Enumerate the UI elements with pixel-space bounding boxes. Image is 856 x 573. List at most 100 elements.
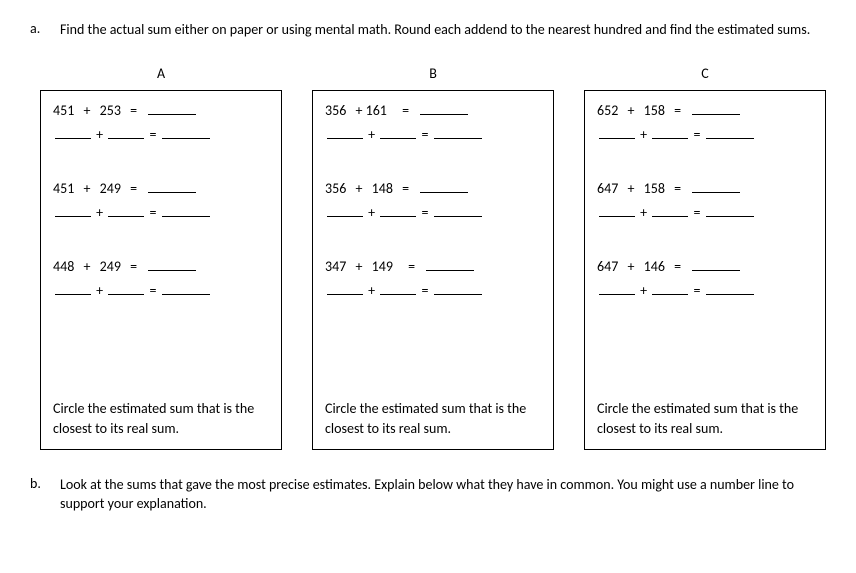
rounded-blank[interactable]: [55, 125, 91, 139]
actual-equation: 356 + 148 =: [325, 179, 541, 197]
rounded-blank[interactable]: [380, 203, 416, 217]
estimate-equation: + =: [325, 203, 541, 221]
column-b-label: B: [312, 65, 554, 82]
estimate-equation: + =: [325, 281, 541, 299]
problem: 652 + 158 = + =: [597, 101, 813, 149]
answer-blank[interactable]: [148, 257, 196, 271]
answer-blank[interactable]: [692, 179, 740, 193]
instruction-a-text: Find the actual sum either on paper or u…: [60, 20, 810, 40]
estimate-equation: + =: [53, 203, 269, 221]
rounded-blank[interactable]: [108, 203, 144, 217]
column-b-box: 356 + 161 = + = 356 + 148: [312, 90, 554, 450]
addend1: 652: [597, 102, 618, 119]
rounded-blank[interactable]: [55, 203, 91, 217]
addend2: 253: [100, 102, 121, 119]
actual-equation: 451 + 249 =: [53, 179, 269, 197]
problem: 451 + 253 = + =: [53, 101, 269, 149]
problem: 451 + 249 = + =: [53, 179, 269, 227]
column-c-box: 652 + 158 = + = 647 + 158: [584, 90, 826, 450]
rounded-blank[interactable]: [380, 281, 416, 295]
column-b: B 356 + 161 = + =: [312, 65, 554, 450]
addend2: 158: [644, 102, 665, 119]
rounded-blank[interactable]: [327, 281, 363, 295]
addend1: 451: [53, 102, 74, 119]
column-a: A 451 + 253 = + =: [40, 65, 282, 450]
actual-equation: 652 + 158 =: [597, 101, 813, 119]
column-a-label: A: [40, 65, 282, 82]
rounded-blank[interactable]: [108, 281, 144, 295]
problem: 647 + 146 = + =: [597, 257, 813, 305]
rounded-blank[interactable]: [599, 125, 635, 139]
addend2: 158: [644, 180, 665, 197]
column-c: C 652 + 158 = + =: [584, 65, 826, 450]
rounded-blank[interactable]: [55, 281, 91, 295]
rounded-blank[interactable]: [327, 203, 363, 217]
rounded-blank[interactable]: [652, 281, 688, 295]
problem: 647 + 158 = + =: [597, 179, 813, 227]
rounded-blank[interactable]: [599, 203, 635, 217]
actual-equation: 647 + 158 =: [597, 179, 813, 197]
rounded-blank[interactable]: [652, 125, 688, 139]
estimate-blank[interactable]: [162, 203, 210, 217]
estimate-blank[interactable]: [434, 125, 482, 139]
estimate-equation: + =: [53, 125, 269, 143]
circle-instruction: Circle the estimated sum that is the clo…: [325, 399, 541, 438]
answer-blank[interactable]: [148, 179, 196, 193]
circle-instruction: Circle the estimated sum that is the clo…: [53, 399, 269, 438]
rounded-blank[interactable]: [108, 125, 144, 139]
addend1: 647: [597, 180, 618, 197]
actual-equation: 356 + 161 =: [325, 101, 541, 119]
answer-blank[interactable]: [148, 101, 196, 115]
addend1: 356: [325, 180, 346, 197]
instruction-b: b. Look at the sums that gave the most p…: [30, 475, 826, 514]
circle-instruction: Circle the estimated sum that is the clo…: [597, 399, 813, 438]
addend1: 647: [597, 258, 618, 275]
answer-blank[interactable]: [426, 257, 474, 271]
problem: 448 + 249 = + =: [53, 257, 269, 305]
addend2: 148: [372, 180, 393, 197]
estimate-equation: + =: [597, 281, 813, 299]
addend1: 448: [53, 258, 74, 275]
instruction-a: a. Find the actual sum either on paper o…: [30, 20, 826, 40]
addend2: 249: [100, 180, 121, 197]
instruction-b-marker: b.: [30, 475, 60, 514]
actual-equation: 647 + 146 =: [597, 257, 813, 275]
columns-row: A 451 + 253 = + =: [30, 65, 826, 450]
addend1: 356: [325, 102, 346, 119]
answer-blank[interactable]: [692, 101, 740, 115]
rounded-blank[interactable]: [652, 203, 688, 217]
actual-equation: 448 + 249 =: [53, 257, 269, 275]
column-c-label: C: [584, 65, 826, 82]
column-a-box: 451 + 253 = + = 451 + 249: [40, 90, 282, 450]
estimate-equation: + =: [597, 125, 813, 143]
addend2: 146: [644, 258, 665, 275]
answer-blank[interactable]: [692, 257, 740, 271]
estimate-blank[interactable]: [706, 203, 754, 217]
addend1: 347: [325, 258, 346, 275]
answer-blank[interactable]: [420, 101, 468, 115]
addend2: 161: [366, 102, 387, 119]
problem: 356 + 161 = + =: [325, 101, 541, 149]
estimate-equation: + =: [325, 125, 541, 143]
addend2: 249: [100, 258, 121, 275]
addend2: 149: [372, 258, 393, 275]
answer-blank[interactable]: [420, 179, 468, 193]
rounded-blank[interactable]: [327, 125, 363, 139]
estimate-blank[interactable]: [162, 281, 210, 295]
addend1: 451: [53, 180, 74, 197]
estimate-blank[interactable]: [434, 203, 482, 217]
estimate-blank[interactable]: [706, 281, 754, 295]
problem: 356 + 148 = + =: [325, 179, 541, 227]
rounded-blank[interactable]: [599, 281, 635, 295]
estimate-blank[interactable]: [434, 281, 482, 295]
actual-equation: 347 + 149 =: [325, 257, 541, 275]
estimate-blank[interactable]: [162, 125, 210, 139]
estimate-equation: + =: [597, 203, 813, 221]
instruction-a-marker: a.: [30, 20, 60, 40]
instruction-b-text: Look at the sums that gave the most prec…: [60, 475, 826, 514]
actual-equation: 451 + 253 =: [53, 101, 269, 119]
problem: 347 + 149 = + =: [325, 257, 541, 305]
estimate-blank[interactable]: [706, 125, 754, 139]
estimate-equation: + =: [53, 281, 269, 299]
rounded-blank[interactable]: [380, 125, 416, 139]
